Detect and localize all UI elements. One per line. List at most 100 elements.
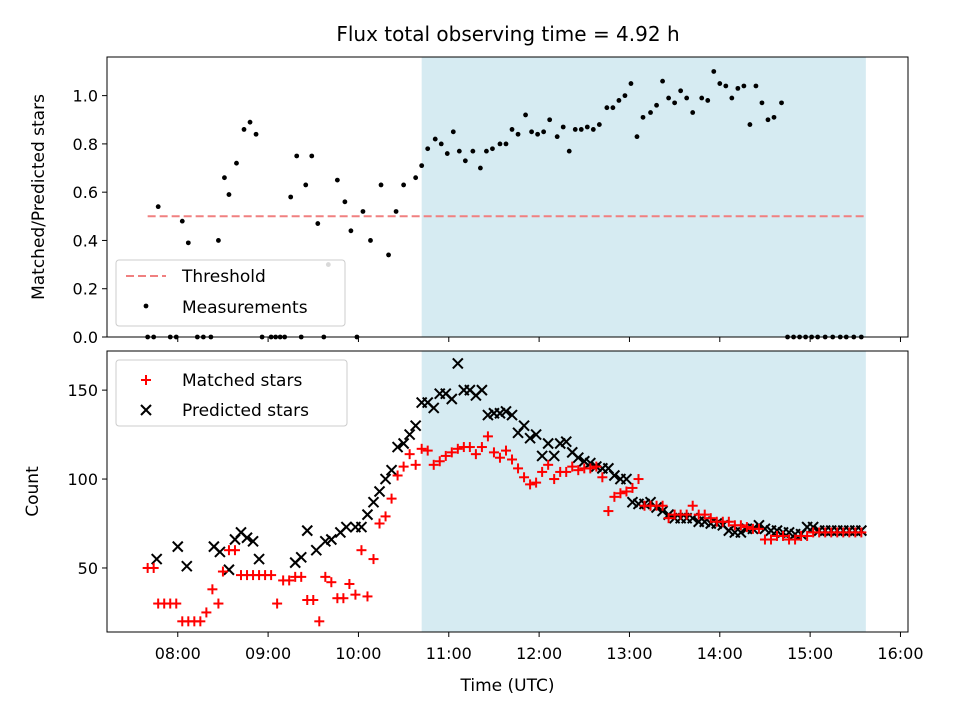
matched-star-point — [338, 593, 349, 604]
predicted-star-point — [391, 441, 404, 453]
predicted-star-point-b — [566, 446, 578, 459]
predicted-star-point — [620, 473, 633, 485]
count-observing-span — [421, 351, 866, 632]
measurement-point — [294, 153, 300, 159]
ratio-observing-span — [421, 57, 866, 337]
matched-star-point — [410, 459, 421, 470]
measurement-point — [610, 105, 616, 111]
measurement-point — [660, 78, 665, 84]
matched-star-point — [356, 545, 367, 556]
ratio-y-tick-label: 0.0 — [73, 328, 98, 347]
matched-star-point — [272, 598, 283, 609]
predicted-star-point-b — [241, 532, 253, 544]
measurement-point — [360, 209, 366, 214]
predicted-star-point — [542, 437, 554, 450]
measurement-point — [497, 141, 503, 147]
predicted-star-point — [560, 435, 572, 448]
measurement-point — [723, 83, 729, 89]
ratio-y-axis-label: Matched/Predicted stars — [29, 94, 49, 300]
predicted-star-point-b — [452, 357, 464, 370]
matched-star-point — [434, 456, 445, 467]
matched-star-point — [470, 449, 481, 460]
predicted-star-point — [181, 560, 193, 572]
matched-star-point — [207, 584, 218, 595]
count-marks — [142, 357, 868, 627]
figure-title: Flux total observing time = 4.92 h — [336, 22, 679, 46]
predicted-star-point — [295, 551, 307, 564]
matched-star-point — [705, 513, 716, 524]
measurement-point — [578, 127, 584, 132]
predicted-star-point-b — [602, 462, 615, 475]
measurement-point — [666, 95, 672, 101]
predicted-star-point — [325, 533, 338, 546]
predicted-star-point-b — [500, 405, 512, 418]
predicted-star-point — [172, 540, 184, 553]
measurement-point — [450, 129, 456, 135]
measurement-point — [684, 95, 690, 101]
predicted-legend-label: Predicted stars — [182, 401, 309, 421]
predicted-star-point-b — [446, 393, 458, 405]
measurement-point — [634, 134, 640, 140]
predicted-star-point — [340, 521, 353, 533]
matched-star-point — [482, 431, 493, 442]
ratio-y-tick-label: 0.4 — [73, 231, 98, 250]
matched-star-point — [428, 459, 439, 470]
matched-star-point — [741, 522, 752, 533]
count-x-ticks: 08:00 09:00 10:00 11:00 12:00 13:00 14:00 15:00… — [155, 632, 924, 663]
predicted-star-point-b — [150, 553, 163, 565]
predicted-star-point-b — [295, 551, 307, 564]
x-tick-label: 12:00 — [516, 644, 562, 663]
predicted-star-point-b — [428, 402, 440, 414]
predicted-star-point-b — [253, 553, 265, 565]
matched-star-point — [681, 509, 692, 520]
count-y-tick-label: 100 — [67, 470, 98, 489]
predicted-star-point-b — [518, 419, 530, 432]
matched-star-point — [802, 530, 813, 541]
matched-star-point — [633, 474, 644, 485]
measurement-point — [604, 105, 610, 111]
matched-star-point — [525, 479, 536, 490]
predicted-star-point-b — [608, 469, 621, 482]
matched-star-point — [392, 470, 403, 481]
matched-star-point — [627, 482, 638, 493]
measurement-point — [155, 204, 161, 210]
measurement-point — [628, 81, 634, 86]
measurement-point — [432, 136, 438, 142]
measurement-point — [477, 165, 483, 171]
measurement-point — [334, 177, 340, 183]
measurement-point — [729, 95, 735, 101]
predicted-star-point-b — [385, 464, 398, 476]
matched-star-point — [404, 449, 415, 460]
matched-star-point — [494, 452, 505, 463]
measurement-point — [393, 209, 399, 214]
matched-star-point — [543, 459, 554, 470]
predicted-legend-swatch — [140, 404, 152, 416]
matched-legend-swatch — [141, 375, 151, 385]
predicted-star-point-b — [361, 508, 374, 521]
x-tick-label: 09:00 — [245, 644, 291, 663]
predicted-star-point-b — [735, 526, 747, 539]
predicted-star-point — [301, 524, 313, 537]
matched-star-point — [735, 520, 746, 531]
predicted-star-point-b — [560, 435, 572, 448]
x-tick-label: 10:00 — [335, 644, 381, 663]
matched-star-point — [549, 474, 560, 485]
measurement-point — [771, 114, 777, 120]
measurement-point — [309, 153, 315, 159]
predicted-star-point — [223, 564, 235, 576]
measurement-point — [253, 131, 259, 137]
x-tick-label: 08:00 — [155, 644, 201, 663]
matched-star-point — [171, 598, 182, 609]
x-tick-label: 14:00 — [697, 644, 743, 663]
matched-star-point — [422, 445, 433, 456]
predicted-star-point-b — [548, 450, 560, 462]
predicted-star-point — [506, 409, 518, 421]
matched-star-point — [380, 511, 391, 522]
measurement-point — [456, 148, 462, 154]
matched-star-point — [416, 443, 427, 454]
matched-star-point — [585, 463, 596, 474]
ratio-y-tick-label: 0.6 — [73, 183, 98, 202]
measurement-point — [616, 98, 622, 103]
measurement-point — [747, 122, 753, 127]
count-legend-box — [115, 359, 348, 427]
